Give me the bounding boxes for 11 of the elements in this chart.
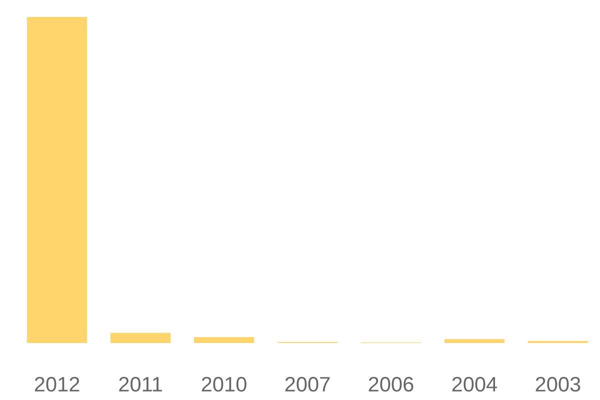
x-tick-label: 2012 xyxy=(34,376,80,392)
bar xyxy=(444,339,505,343)
bar xyxy=(110,332,171,343)
bar xyxy=(194,337,254,343)
x-tick-label: 2011 xyxy=(119,376,162,392)
x-tick-label: 2010 xyxy=(202,376,246,392)
x-tick-label: 2004 xyxy=(452,376,498,392)
x-tick-label: 2006 xyxy=(368,376,414,392)
x-tick-label: 2007 xyxy=(285,376,330,392)
bar xyxy=(27,17,88,343)
x-tick-label: 2003 xyxy=(536,376,580,392)
